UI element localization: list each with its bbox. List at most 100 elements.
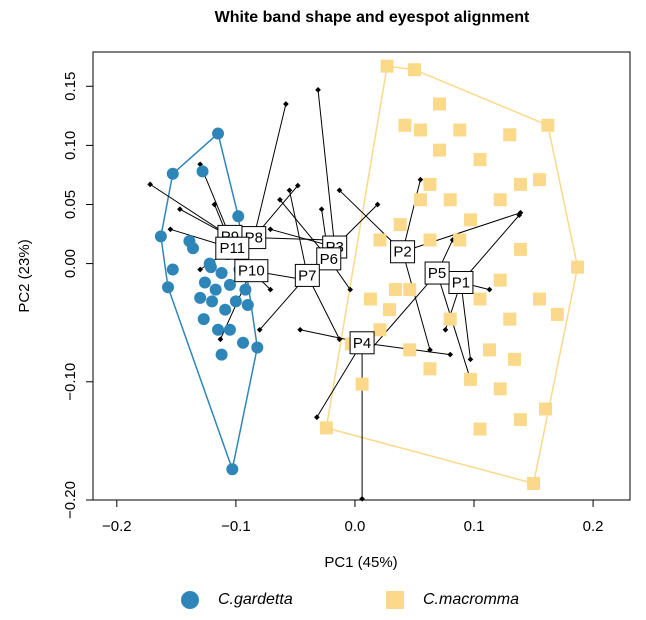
x-tick-label: −0.2 <box>102 518 132 535</box>
landmark-label: P2 <box>393 244 411 261</box>
point <box>453 233 467 247</box>
point <box>413 123 427 137</box>
landmark-box <box>234 259 269 283</box>
point <box>373 323 387 337</box>
y-tick-label: 0.05 <box>62 190 79 219</box>
landmark-vector <box>436 272 471 380</box>
point <box>407 63 421 77</box>
landmark-labels: P1P2P3P4P5P6P7P8P9P10P11 <box>215 224 474 355</box>
point <box>229 295 242 308</box>
point <box>533 173 547 187</box>
landmark-label: P11 <box>220 240 246 257</box>
x-tick-label: 0.1 <box>464 518 485 535</box>
landmark-end <box>315 86 321 93</box>
landmark-vector <box>402 179 421 252</box>
point <box>463 213 477 227</box>
landmark-end <box>294 182 301 189</box>
point <box>541 118 555 132</box>
landmark-end <box>417 176 424 183</box>
point <box>513 242 527 256</box>
x-tick-label: 0.0 <box>345 518 366 535</box>
landmark-end <box>256 326 263 333</box>
point <box>355 377 369 391</box>
point <box>473 153 487 167</box>
point <box>493 193 507 207</box>
point <box>527 476 541 490</box>
point <box>493 273 507 287</box>
landmark-box <box>390 240 416 264</box>
point <box>373 233 387 247</box>
landmark-end <box>267 286 274 293</box>
point <box>538 402 552 416</box>
point <box>237 336 250 349</box>
point <box>223 323 236 336</box>
landmark-label: P7 <box>298 267 316 284</box>
point <box>463 372 477 386</box>
point <box>166 167 179 180</box>
landmark-box <box>215 236 250 260</box>
point <box>423 362 437 376</box>
landmark-vector <box>370 272 438 351</box>
point <box>473 422 487 436</box>
y-tick-label: −0.10 <box>62 363 79 401</box>
point <box>215 348 228 361</box>
point <box>206 295 219 308</box>
point <box>503 312 517 326</box>
point <box>239 283 252 296</box>
point <box>203 257 216 270</box>
landmark-end <box>197 266 203 273</box>
landmark-vector <box>253 237 330 241</box>
landmark-vector <box>402 251 431 351</box>
point <box>413 193 427 207</box>
point <box>493 382 507 396</box>
point <box>209 283 222 296</box>
point <box>212 323 225 336</box>
landmark-end <box>442 326 449 333</box>
point <box>508 352 522 366</box>
point <box>398 118 412 132</box>
point <box>513 413 527 427</box>
landmark-end <box>374 201 381 208</box>
point <box>194 291 207 304</box>
point <box>162 281 175 294</box>
landmark-vector <box>288 190 308 276</box>
landmark-end <box>297 326 304 333</box>
point <box>533 292 547 306</box>
landmark-end <box>336 336 343 343</box>
landmark-end <box>167 226 174 233</box>
point <box>432 143 446 157</box>
point <box>403 343 417 357</box>
plot-frame <box>92 51 631 501</box>
landmark-box <box>424 261 450 285</box>
landmark-end <box>359 495 365 502</box>
point <box>363 292 377 306</box>
landmark-vector <box>149 183 231 237</box>
point <box>219 303 232 316</box>
y-tick-label: 0.10 <box>62 131 79 160</box>
y-tick-label: 0.00 <box>62 249 79 278</box>
landmark-end <box>211 201 218 208</box>
point <box>503 128 517 142</box>
point <box>443 193 457 207</box>
point <box>251 341 264 354</box>
landmark-box <box>349 331 375 355</box>
point <box>550 307 564 321</box>
y-tick-label: −0.20 <box>62 481 79 519</box>
point <box>482 343 496 357</box>
point <box>215 267 228 280</box>
landmark-label: P1 <box>452 274 470 291</box>
point <box>403 283 417 297</box>
point <box>393 218 407 232</box>
landmark-label: P5 <box>428 265 446 282</box>
x-axis-label: PC1 (45%) <box>324 554 397 571</box>
landmark-end <box>177 206 183 213</box>
point <box>453 123 467 137</box>
landmark-end <box>486 286 493 293</box>
point <box>382 303 396 317</box>
landmark-end <box>147 181 153 188</box>
point <box>154 230 167 243</box>
point <box>187 242 200 255</box>
point <box>388 283 402 297</box>
landmark-vector <box>317 89 336 248</box>
